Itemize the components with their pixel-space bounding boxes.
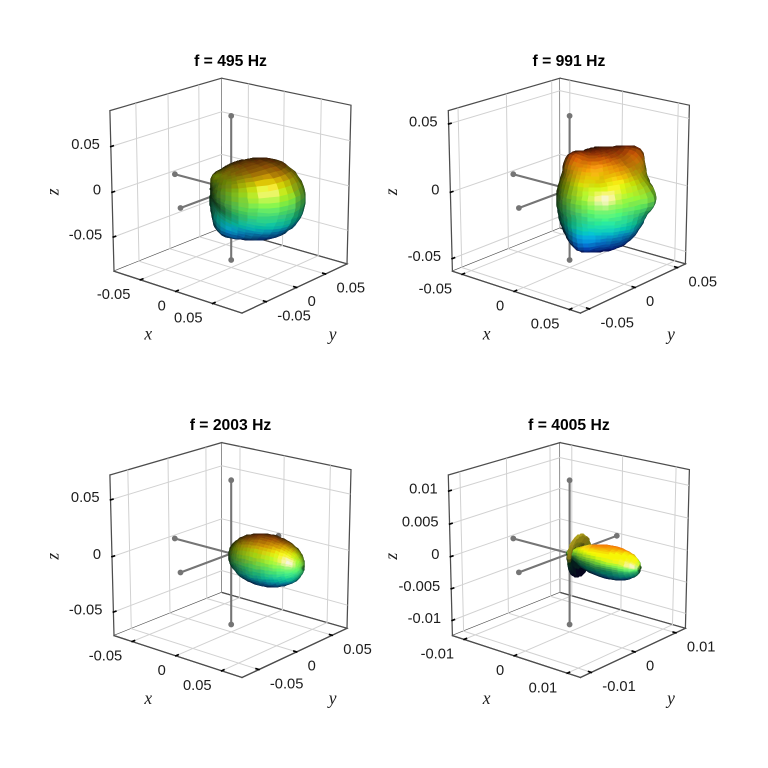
svg-text:f = 2003 Hz: f = 2003 Hz (190, 417, 272, 434)
svg-text:0: 0 (496, 663, 504, 679)
svg-text:y: y (327, 324, 337, 344)
svg-text:0: 0 (93, 183, 101, 199)
svg-text:-0.05: -0.05 (601, 316, 634, 332)
svg-text:-0.05: -0.05 (277, 308, 310, 324)
svg-text:y: y (665, 688, 675, 708)
svg-text:x: x (143, 323, 152, 343)
svg-text:0.05: 0.05 (531, 317, 560, 333)
svg-text:0: 0 (158, 663, 166, 679)
svg-text:0: 0 (158, 299, 166, 315)
svg-text:0.05: 0.05 (343, 642, 372, 658)
svg-text:0.05: 0.05 (71, 137, 100, 153)
svg-text:0: 0 (646, 294, 654, 310)
svg-text:0.05: 0.05 (337, 281, 366, 297)
svg-text:y: y (327, 688, 337, 708)
svg-text:z: z (381, 188, 401, 196)
svg-text:0.005: 0.005 (402, 514, 439, 530)
svg-text:-0.01: -0.01 (602, 679, 635, 695)
svg-text:0: 0 (93, 547, 101, 563)
svg-text:-0.05: -0.05 (69, 603, 102, 619)
svg-text:0.01: 0.01 (529, 680, 558, 696)
svg-text:0: 0 (431, 547, 439, 563)
svg-text:0.05: 0.05 (71, 490, 100, 506)
svg-text:-0.05: -0.05 (419, 282, 452, 298)
svg-text:f = 991 Hz: f = 991 Hz (532, 53, 605, 70)
svg-text:0.05: 0.05 (174, 311, 203, 327)
svg-text:0.01: 0.01 (687, 639, 716, 655)
svg-text:0.05: 0.05 (409, 114, 438, 130)
svg-text:-0.01: -0.01 (421, 647, 454, 663)
svg-text:x: x (482, 323, 491, 343)
svg-text:0: 0 (308, 294, 316, 310)
svg-text:-0.005: -0.005 (399, 579, 441, 595)
svg-text:z: z (43, 553, 63, 561)
svg-text:x: x (143, 688, 152, 708)
svg-text:f = 495 Hz: f = 495 Hz (194, 53, 267, 70)
svg-text:-0.05: -0.05 (270, 676, 303, 692)
svg-text:0: 0 (496, 299, 504, 315)
svg-text:0: 0 (431, 183, 439, 199)
svg-text:-0.05: -0.05 (89, 649, 122, 665)
svg-text:0.05: 0.05 (183, 678, 212, 694)
svg-text:0: 0 (646, 659, 654, 675)
svg-text:z: z (43, 188, 63, 196)
svg-text:y: y (665, 324, 675, 344)
svg-text:-0.05: -0.05 (97, 287, 130, 303)
svg-text:z: z (381, 553, 401, 561)
svg-text:-0.05: -0.05 (69, 228, 102, 244)
svg-text:0: 0 (308, 659, 316, 675)
svg-text:-0.05: -0.05 (408, 249, 441, 265)
svg-text:f = 4005 Hz: f = 4005 Hz (528, 417, 610, 434)
svg-text:x: x (482, 688, 491, 708)
svg-text:-0.01: -0.01 (408, 611, 441, 627)
svg-text:0.05: 0.05 (689, 274, 718, 290)
svg-text:0.01: 0.01 (409, 481, 438, 497)
